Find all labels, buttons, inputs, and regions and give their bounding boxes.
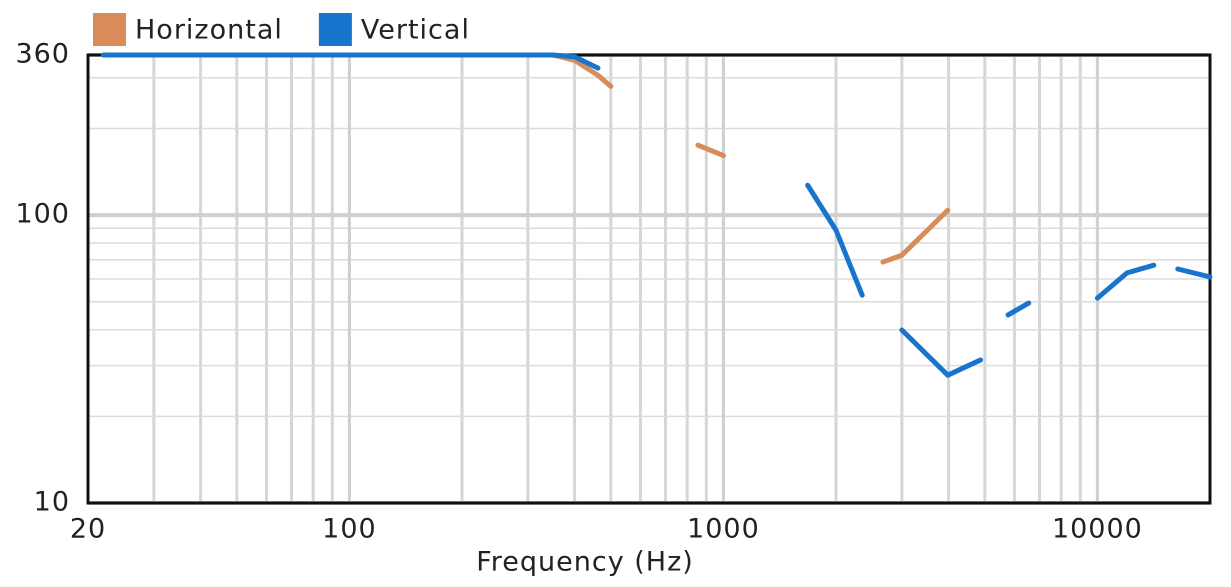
x-tick-label: 20: [70, 514, 106, 545]
x-axis-label: Frequency (Hz): [476, 547, 694, 578]
y-tick-label: 100: [15, 199, 70, 230]
y-tick-label: 360: [15, 39, 70, 70]
data-line: [100, 52, 1213, 378]
x-tick-label: 10000: [1052, 514, 1143, 545]
data-line: [103, 55, 1210, 308]
legend-label: Vertical: [361, 15, 470, 46]
legend-swatch: [93, 13, 126, 46]
legend-swatch: [318, 13, 352, 46]
x-tick-label: 100: [322, 514, 377, 545]
x-tick-label: 1000: [687, 514, 760, 545]
legend-label: Horizontal: [135, 15, 283, 46]
y-tick-label: 10: [34, 487, 70, 518]
